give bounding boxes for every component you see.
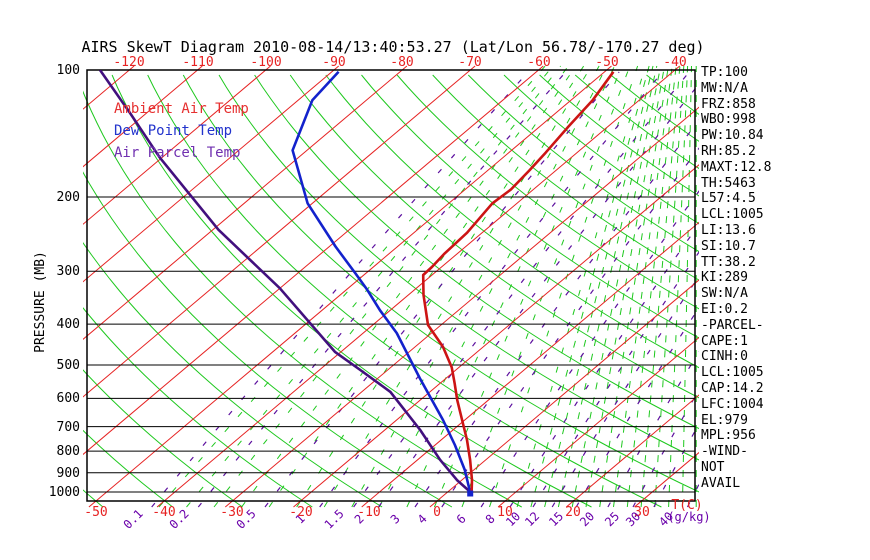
pressure-tick-labels: 100 200 300 400 500 600 700 800 900 1000 bbox=[49, 63, 80, 500]
svg-text:-120: -120 bbox=[113, 55, 144, 70]
legend-ambient-air-temp: Ambient Air Temp bbox=[114, 101, 249, 117]
bottom-temp-labels: -50 -40 -30 -20 -10 0 10 20 30 T(C) bbox=[84, 498, 702, 520]
svg-text:30: 30 bbox=[634, 505, 650, 520]
svg-text:0: 0 bbox=[433, 505, 441, 520]
dry-adiabats-layer bbox=[83, 74, 699, 508]
plot-frame bbox=[86, 69, 696, 502]
profile-air-parcel-temp bbox=[98, 70, 472, 494]
svg-text:-60: -60 bbox=[527, 55, 550, 70]
legend-dew-point-temp: Dew Point Temp bbox=[114, 123, 233, 139]
param-item: MPL:956 bbox=[701, 428, 756, 444]
param-item: CAPE:1 bbox=[701, 333, 748, 349]
param-item: TP:100 bbox=[701, 65, 748, 80]
profiles-layer bbox=[98, 70, 615, 494]
param-item: L57:4.5 bbox=[701, 191, 756, 207]
profile-legend: Ambient Air Temp Dew Point Temp Air Parc… bbox=[114, 98, 249, 164]
pressure-axis-title: PRESSURE (MB) bbox=[33, 251, 48, 353]
param-item: SI:10.7 bbox=[701, 238, 756, 254]
svg-text:1.5: 1.5 bbox=[322, 507, 347, 532]
svg-text:-10: -10 bbox=[357, 505, 380, 520]
param-item: MW:N/A bbox=[701, 80, 748, 96]
svg-text:8: 8 bbox=[483, 512, 498, 527]
svg-text:3: 3 bbox=[388, 512, 403, 527]
param-item: LCL:1005 bbox=[701, 365, 764, 381]
param-item: WBO:998 bbox=[701, 112, 756, 128]
param-item: CINH:0 bbox=[701, 349, 748, 365]
svg-text:900: 900 bbox=[57, 466, 80, 481]
legend-air-parcel-temp: Air Parcel Temp bbox=[114, 145, 241, 161]
sounding-indices-panel: TP:100 MW:N/A FRZ:858 WBO:998 PW:10.84 RH:85.… bbox=[701, 65, 771, 492]
param-item: RH:85.2 bbox=[701, 143, 756, 159]
profile-dew-point-temp bbox=[291, 70, 472, 493]
param-item: CAP:14.2 bbox=[701, 380, 764, 396]
svg-text:-30: -30 bbox=[220, 505, 243, 520]
param-item: TT:38.2 bbox=[701, 254, 756, 270]
param-item: KI:289 bbox=[701, 270, 748, 286]
svg-text:0.1: 0.1 bbox=[121, 507, 146, 532]
top-temp-labels: -120 -110 -100 -90 -80 -70 -60 -50 -40 bbox=[113, 55, 686, 70]
svg-text:1000: 1000 bbox=[49, 485, 80, 500]
svg-text:-80: -80 bbox=[390, 55, 413, 70]
param-item: AVAIL bbox=[701, 475, 741, 491]
mixing-unit-label: (g/kg) bbox=[667, 510, 710, 524]
svg-text:800: 800 bbox=[57, 444, 80, 459]
svg-text:400: 400 bbox=[57, 317, 80, 332]
param-item: LFC:1004 bbox=[701, 396, 764, 412]
svg-text:100: 100 bbox=[57, 63, 80, 78]
svg-text:-90: -90 bbox=[322, 55, 345, 70]
param-item: MAXT:12.8 bbox=[701, 159, 772, 175]
svg-text:-100: -100 bbox=[250, 55, 281, 70]
param-item: SW:N/A bbox=[701, 286, 748, 302]
temp-unit-label: T(C) bbox=[671, 498, 702, 513]
mixing-ratio-layer bbox=[151, 71, 699, 508]
param-item: -PARCEL- bbox=[701, 317, 764, 333]
svg-text:6: 6 bbox=[454, 512, 469, 527]
svg-text:-40: -40 bbox=[152, 505, 175, 520]
svg-text:15: 15 bbox=[546, 509, 566, 529]
svg-text:-50: -50 bbox=[84, 505, 107, 520]
profile-ambient-air-temp bbox=[421, 71, 615, 493]
svg-text:-20: -20 bbox=[289, 505, 312, 520]
isotherms-layer bbox=[83, 65, 699, 508]
svg-text:700: 700 bbox=[57, 420, 80, 435]
svg-text:-110: -110 bbox=[182, 55, 213, 70]
param-item: LI:13.6 bbox=[701, 222, 756, 238]
param-item: -WIND- bbox=[701, 444, 748, 460]
svg-text:12: 12 bbox=[522, 509, 542, 529]
param-item: EI:0.2 bbox=[701, 301, 748, 317]
svg-text:10: 10 bbox=[497, 505, 513, 520]
svg-text:-40: -40 bbox=[663, 55, 686, 70]
svg-text:600: 600 bbox=[57, 391, 80, 406]
svg-text:20: 20 bbox=[565, 505, 581, 520]
param-item: NOT bbox=[701, 459, 725, 475]
param-item: PW:10.84 bbox=[701, 128, 764, 144]
param-item: TH:5463 bbox=[701, 175, 756, 191]
svg-text:-70: -70 bbox=[458, 55, 481, 70]
chart-title: AIRS SkewT Diagram 2010-08-14/13:40:53.2… bbox=[81, 38, 705, 56]
svg-text:200: 200 bbox=[57, 190, 80, 205]
param-item: LCL:1005 bbox=[701, 207, 764, 223]
svg-text:4: 4 bbox=[415, 512, 430, 527]
surface-point-marker bbox=[467, 490, 474, 497]
svg-text:300: 300 bbox=[57, 264, 80, 279]
svg-text:25: 25 bbox=[602, 509, 622, 529]
param-item: EL:979 bbox=[701, 412, 748, 428]
svg-text:500: 500 bbox=[57, 358, 80, 373]
svg-text:-50: -50 bbox=[595, 55, 618, 70]
param-item: FRZ:858 bbox=[701, 96, 756, 112]
